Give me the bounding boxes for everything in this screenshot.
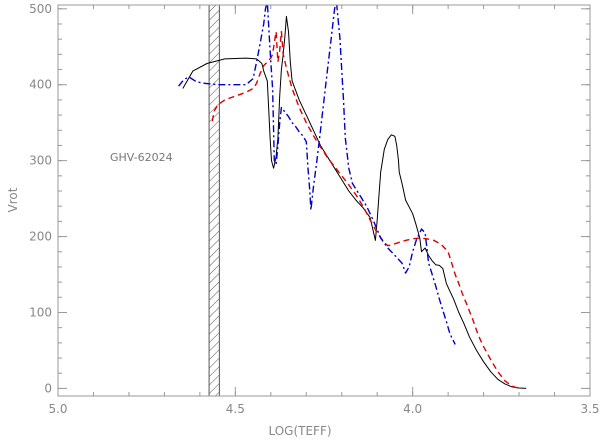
x-tick-label: 5.0 <box>48 402 67 416</box>
x-tick-label: 4.5 <box>226 402 245 416</box>
x-tick-label: 3.5 <box>580 402 599 416</box>
x-axis-title: LOG(TEFF) <box>268 424 331 438</box>
series-line-3 <box>178 5 456 345</box>
plot-area <box>58 5 590 396</box>
y-tick-label: 400 <box>29 78 52 92</box>
y-tick-label: 500 <box>29 2 52 16</box>
series-line-1 <box>182 15 527 389</box>
y-axis-title: Vrot <box>6 187 20 212</box>
axes-layer: 5.0 4.5 4.0 3.5 0 100 200 300 400 500 <box>29 2 599 416</box>
series-line-2 <box>211 30 520 390</box>
y-tick-label: 0 <box>44 381 52 395</box>
hatched-band <box>208 5 220 396</box>
hatched-band-layer <box>208 5 220 396</box>
y-tick-label: 300 <box>29 154 52 168</box>
annotation-label: GHV-62024 <box>110 151 173 164</box>
y-tick-label: 200 <box>29 230 52 244</box>
y-tick-label: 100 <box>29 305 52 319</box>
series-layer <box>178 5 527 390</box>
x-tick-label: 4.0 <box>403 402 422 416</box>
plot-frame <box>57 4 591 397</box>
